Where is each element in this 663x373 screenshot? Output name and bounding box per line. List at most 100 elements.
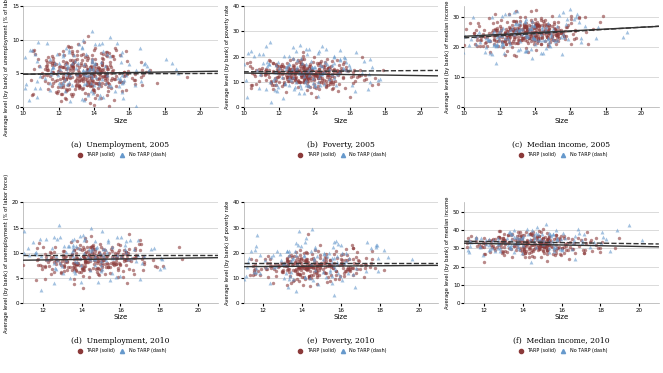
Point bbox=[117, 268, 128, 274]
Point bbox=[96, 262, 107, 268]
Point bbox=[62, 60, 73, 66]
Point bbox=[85, 267, 95, 273]
Point bbox=[40, 235, 51, 241]
Point bbox=[489, 36, 499, 42]
Point bbox=[493, 37, 504, 43]
Point bbox=[553, 238, 564, 244]
Point bbox=[278, 64, 289, 70]
Point bbox=[294, 82, 305, 88]
Point bbox=[501, 41, 511, 47]
Point bbox=[245, 63, 255, 69]
Point bbox=[290, 248, 300, 254]
Point bbox=[497, 41, 507, 47]
Point bbox=[80, 235, 91, 241]
Point bbox=[93, 258, 103, 264]
Point bbox=[94, 80, 105, 86]
Point bbox=[246, 82, 257, 88]
Y-axis label: Average level (by bank) of median income: Average level (by bank) of median income bbox=[446, 197, 450, 309]
Point bbox=[113, 265, 123, 271]
Point bbox=[215, 56, 226, 62]
Point bbox=[62, 70, 72, 76]
Point bbox=[155, 255, 166, 261]
Point bbox=[79, 63, 90, 69]
Point bbox=[30, 249, 41, 255]
Point bbox=[306, 66, 316, 72]
Point bbox=[513, 28, 524, 34]
Point bbox=[521, 23, 532, 29]
Point bbox=[596, 240, 607, 246]
Point bbox=[86, 74, 97, 80]
Point bbox=[459, 42, 469, 48]
Point bbox=[166, 60, 177, 66]
Point bbox=[530, 29, 541, 35]
Point bbox=[306, 69, 316, 75]
Point bbox=[347, 80, 358, 86]
Point bbox=[92, 258, 103, 264]
Point bbox=[255, 272, 265, 278]
Point bbox=[552, 24, 563, 30]
Point bbox=[510, 40, 520, 46]
Point bbox=[82, 79, 92, 85]
Point bbox=[77, 86, 88, 92]
Point bbox=[329, 74, 339, 80]
Point bbox=[283, 284, 294, 290]
Point bbox=[533, 37, 544, 43]
Point bbox=[243, 255, 254, 261]
Point bbox=[359, 77, 370, 83]
Point bbox=[84, 267, 95, 273]
Point bbox=[116, 254, 127, 260]
Point bbox=[72, 72, 82, 78]
Point bbox=[364, 264, 375, 270]
Point bbox=[514, 246, 524, 252]
Point bbox=[32, 94, 42, 100]
Point bbox=[97, 80, 108, 86]
Point bbox=[331, 268, 341, 274]
Point bbox=[87, 246, 97, 252]
Point bbox=[333, 88, 343, 94]
Point bbox=[593, 24, 603, 30]
Point bbox=[498, 237, 509, 243]
Point bbox=[520, 48, 531, 54]
Point bbox=[282, 248, 292, 254]
Point bbox=[157, 263, 168, 269]
Point bbox=[304, 83, 314, 89]
Point bbox=[286, 256, 297, 261]
Point bbox=[494, 29, 505, 35]
Point bbox=[316, 261, 326, 267]
Point bbox=[341, 68, 351, 73]
Point bbox=[115, 261, 125, 267]
Point bbox=[519, 48, 530, 54]
Point bbox=[520, 250, 530, 256]
Point bbox=[341, 246, 352, 252]
Point bbox=[161, 56, 172, 62]
Point bbox=[67, 50, 78, 56]
Point bbox=[354, 73, 365, 79]
Point bbox=[42, 62, 52, 68]
Point bbox=[96, 84, 107, 90]
Point bbox=[320, 275, 331, 280]
Point bbox=[288, 261, 298, 267]
Point bbox=[10, 63, 21, 69]
Point bbox=[284, 75, 295, 81]
Point bbox=[291, 79, 302, 85]
Point bbox=[30, 85, 40, 91]
Point bbox=[80, 249, 91, 255]
Point bbox=[520, 22, 531, 28]
Point bbox=[288, 68, 299, 74]
Point bbox=[508, 18, 518, 24]
Point bbox=[295, 74, 306, 80]
Point bbox=[294, 90, 304, 95]
Point bbox=[525, 245, 536, 251]
Point bbox=[130, 255, 141, 261]
Point bbox=[279, 260, 290, 266]
Point bbox=[551, 250, 562, 256]
Point bbox=[357, 54, 367, 60]
Point bbox=[314, 75, 325, 81]
Point bbox=[497, 238, 508, 244]
Point bbox=[336, 65, 347, 71]
Point bbox=[320, 84, 331, 90]
Point bbox=[38, 72, 49, 78]
Point bbox=[306, 90, 316, 96]
Point bbox=[529, 232, 540, 238]
Point bbox=[126, 255, 137, 261]
